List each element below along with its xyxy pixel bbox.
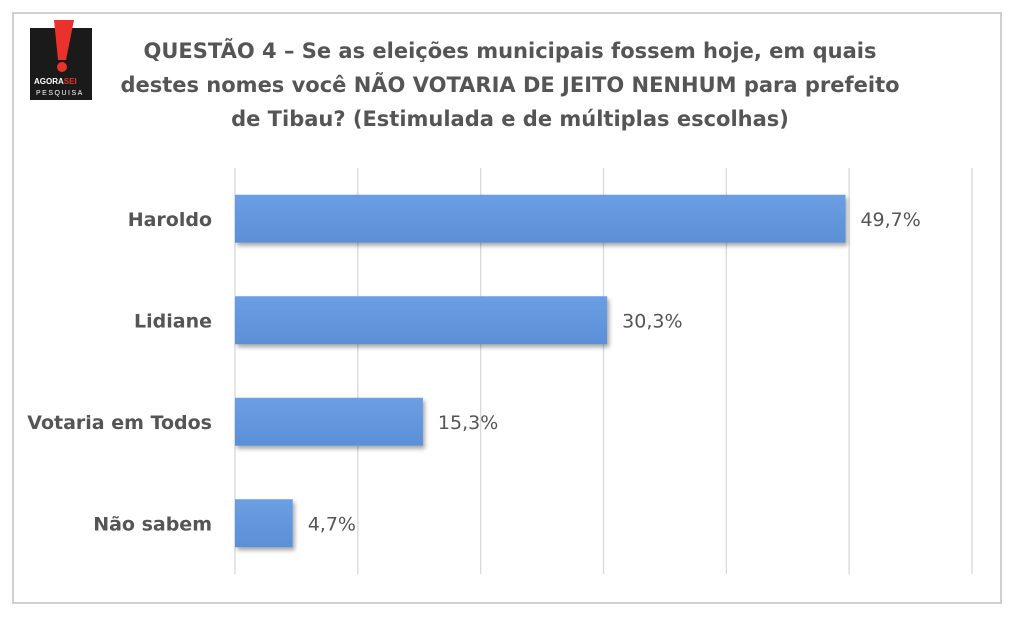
category-label: Não sabem	[93, 513, 212, 535]
logo-text-sei: SEI	[64, 77, 77, 86]
value-label: 4,7%	[308, 513, 356, 535]
bar	[235, 397, 423, 446]
value-label: 49,7%	[860, 209, 920, 231]
logo-text-pesquisa: PESQUISA	[36, 90, 84, 97]
agorasei-logo: AGORASEI PESQUISA	[30, 20, 92, 100]
chart-title: QUESTÃO 4 – Se as eleições municipais fo…	[110, 34, 910, 136]
title-line-2: destes nomes você NÃO VOTARIA DE JEITO N…	[120, 73, 900, 97]
category-label: Lidiane	[134, 310, 212, 332]
svg-text:AGORASEI: AGORASEI	[34, 77, 77, 86]
bar	[235, 194, 846, 243]
bar	[235, 296, 608, 345]
title-line-1: QUESTÃO 4 – Se as eleições municipais fo…	[143, 39, 877, 63]
title-line-3: de Tibau? (Estimulada e de múltiplas esc…	[231, 107, 789, 131]
value-label: 15,3%	[438, 412, 498, 434]
value-label: 30,3%	[622, 310, 682, 332]
category-label: Haroldo	[128, 209, 212, 231]
category-label: Votaria em Todos	[27, 412, 212, 434]
logo-text-agora: AGORA	[34, 77, 64, 86]
bar	[235, 499, 293, 548]
exclamation-mark-icon	[54, 20, 74, 60]
